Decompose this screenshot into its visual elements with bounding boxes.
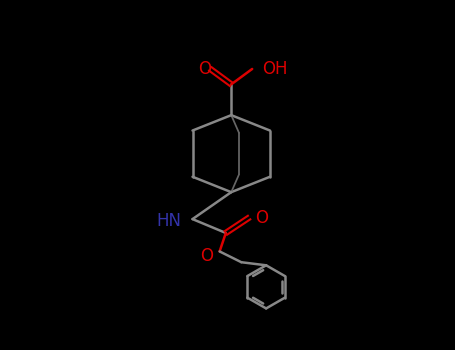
Text: O: O [198,60,212,78]
Text: OH: OH [262,60,288,78]
Text: HN: HN [157,212,182,230]
Text: O: O [200,247,213,265]
Text: O: O [255,209,268,226]
